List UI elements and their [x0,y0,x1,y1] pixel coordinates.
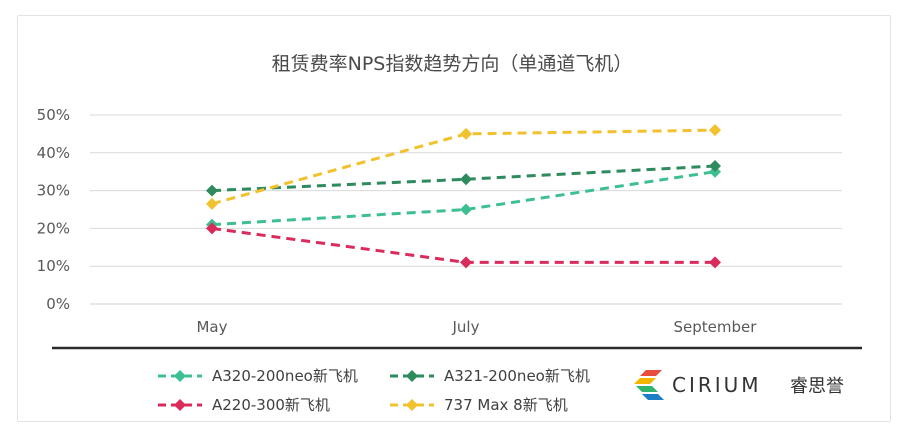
legend-marker-icon [406,370,418,382]
series-0 [206,165,721,231]
series-2 [206,222,721,269]
data-point [709,124,721,137]
y-tick-label: 40% [37,144,70,162]
x-tick-label: July [452,318,480,336]
y-tick-label: 30% [37,182,70,200]
logo-name: CIRIUM [672,373,762,397]
chart-frame [17,15,891,422]
series-1 [206,160,721,197]
data-point [460,173,472,186]
series-line [211,164,716,193]
data-point [206,197,218,210]
data-point [206,222,218,235]
legend-marker-icon [406,399,418,411]
cirium-mark-icon [634,370,664,400]
legend-label: A321-200neo新飞机 [444,367,590,385]
data-point [460,203,472,216]
y-tick-label: 10% [37,257,70,275]
data-point [709,160,721,173]
legend-item: A220-300新飞机 [158,396,330,414]
legend-label: 737 Max 8新飞机 [444,396,568,414]
series-line [211,128,716,206]
x-axis-ticks: May July September [196,318,757,336]
legend-item: 737 Max 8新飞机 [390,396,568,414]
y-tick-label: 50% [37,106,70,124]
legend-marker-icon [174,370,186,382]
x-tick-label: May [196,318,227,336]
series-3 [206,124,721,210]
data-point [206,184,218,197]
series-line [211,226,715,264]
cirium-logo: CIRIUM 睿思誉 [634,370,844,400]
logo-cn: 睿思誉 [790,376,844,397]
legend-label: A220-300新飞机 [212,396,330,414]
data-point [460,256,472,269]
y-tick-label: 0% [46,295,70,313]
x-tick-label: September [674,318,758,336]
data-point [460,127,472,140]
legend: A320-200neo新飞机 A321-200neo新飞机 A220-300新飞机 7… [158,367,590,414]
legend-marker-icon [174,399,186,411]
legend-label: A320-200neo新飞机 [212,367,358,385]
legend-item: A320-200neo新飞机 [158,367,358,385]
chart-title: 租赁费率NPS指数趋势方向（单通道飞机） [272,53,633,75]
y-axis-ticks: 0% 10% 20% 30% 40% 50% [37,106,70,313]
y-tick-label: 20% [37,219,70,237]
data-point [709,256,721,269]
series-line [211,170,716,227]
series-group [206,124,721,269]
legend-item: A321-200neo新飞机 [390,367,590,385]
